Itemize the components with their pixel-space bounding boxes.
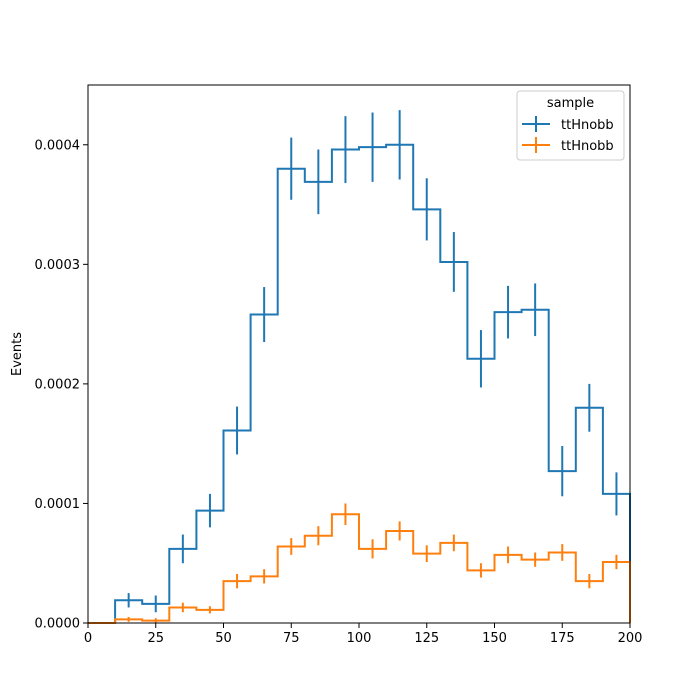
y-axis-label: Events <box>10 332 25 376</box>
series-2-step-line <box>88 513 631 624</box>
x-tick-label: 150 <box>482 631 507 646</box>
legend-box <box>516 90 625 161</box>
legend-series-1-label: ttHnobb <box>561 118 614 133</box>
y-axis: 0.0000 0.0001 0.0002 0.0003 0.0004 <box>35 138 88 632</box>
legend-title: sample <box>547 96 594 111</box>
plot-area <box>87 84 631 624</box>
x-tick-label: 25 <box>147 631 164 646</box>
x-tick-label: 175 <box>550 631 575 646</box>
y-tick-label: 0.0003 <box>35 258 81 273</box>
y-tick-label: 0.0004 <box>35 138 81 153</box>
x-axis: 0 25 50 75 100 125 150 175 200 <box>84 623 643 646</box>
x-tick-label: 75 <box>283 631 300 646</box>
x-tick-label: 50 <box>215 631 232 646</box>
y-tick-label: 0.0000 <box>35 617 81 632</box>
legend: sample ttHnobb ttHnobb <box>516 90 625 161</box>
x-tick-label: 0 <box>84 631 92 646</box>
x-tick-label: 100 <box>347 631 372 646</box>
y-tick-label: 0.0001 <box>35 497 81 512</box>
series-1-step-line <box>88 143 631 624</box>
x-tick-label: 200 <box>618 631 643 646</box>
x-tick-label: 125 <box>414 631 439 646</box>
y-tick-label: 0.0002 <box>35 377 81 392</box>
legend-series-2-label: ttHnobb <box>561 139 614 154</box>
